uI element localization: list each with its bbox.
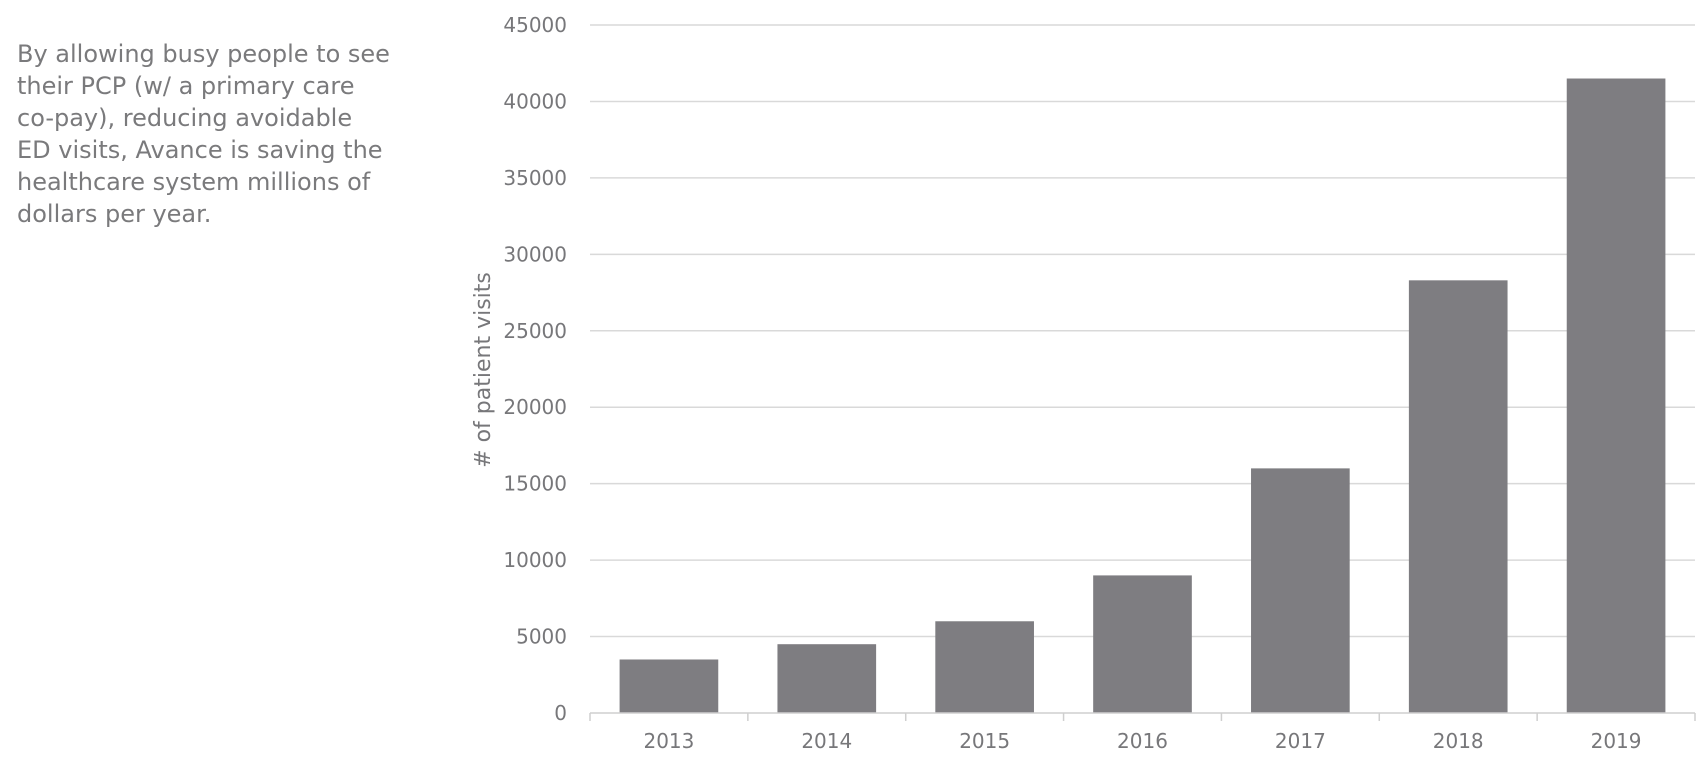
description-line: co-pay), reducing avoidable [17, 104, 353, 132]
x-tick-label: 2013 [643, 729, 694, 753]
description-line: dollars per year. [17, 200, 212, 228]
y-tick-label: 20000 [503, 395, 567, 419]
y-tick-label: 5000 [516, 625, 567, 649]
x-tick-label: 2014 [801, 729, 852, 753]
axes [589, 712, 1696, 721]
description-text: By allowing busy people to see their PCP… [17, 38, 397, 230]
bars [619, 78, 1666, 713]
gridlines [590, 24, 1695, 638]
description-line: their PCP (w/ a primary care [17, 72, 355, 100]
x-tick-labels: 2013 2014 2015 2016 2017 2018 2019 [643, 729, 1641, 753]
x-tick-label: 2016 [1117, 729, 1168, 753]
bar-2018 [1408, 280, 1508, 713]
y-tick-label: 25000 [503, 319, 567, 343]
y-tick-labels: 0 5000 10000 15000 20000 25000 30000 35000 40000… [503, 13, 567, 725]
bar-2014 [777, 644, 877, 713]
y-tick-label: 10000 [503, 548, 567, 572]
description-line: ED visits, Avance is saving the [17, 136, 383, 164]
bar-2017 [1251, 468, 1350, 713]
y-axis-label: # of patient visits [471, 272, 496, 468]
x-tick-label: 2019 [1591, 729, 1642, 753]
y-tick-label: 40000 [503, 89, 567, 113]
bar-2015 [935, 621, 1034, 713]
y-tick-label: 0 [554, 701, 567, 725]
x-tick-label: 2017 [1275, 729, 1326, 753]
bar-2016 [1093, 575, 1192, 713]
y-tick-label: 15000 [503, 472, 567, 496]
description-line: healthcare system millions of [17, 168, 371, 196]
bar-2013 [619, 659, 719, 713]
description-line: By allowing busy people to see [17, 40, 390, 68]
bar-2019 [1566, 78, 1666, 713]
y-tick-label: 35000 [503, 166, 567, 190]
x-tick-label: 2018 [1433, 729, 1484, 753]
y-tick-label: 45000 [503, 13, 567, 37]
x-tick-label: 2015 [959, 729, 1010, 753]
y-tick-label: 30000 [503, 242, 567, 266]
